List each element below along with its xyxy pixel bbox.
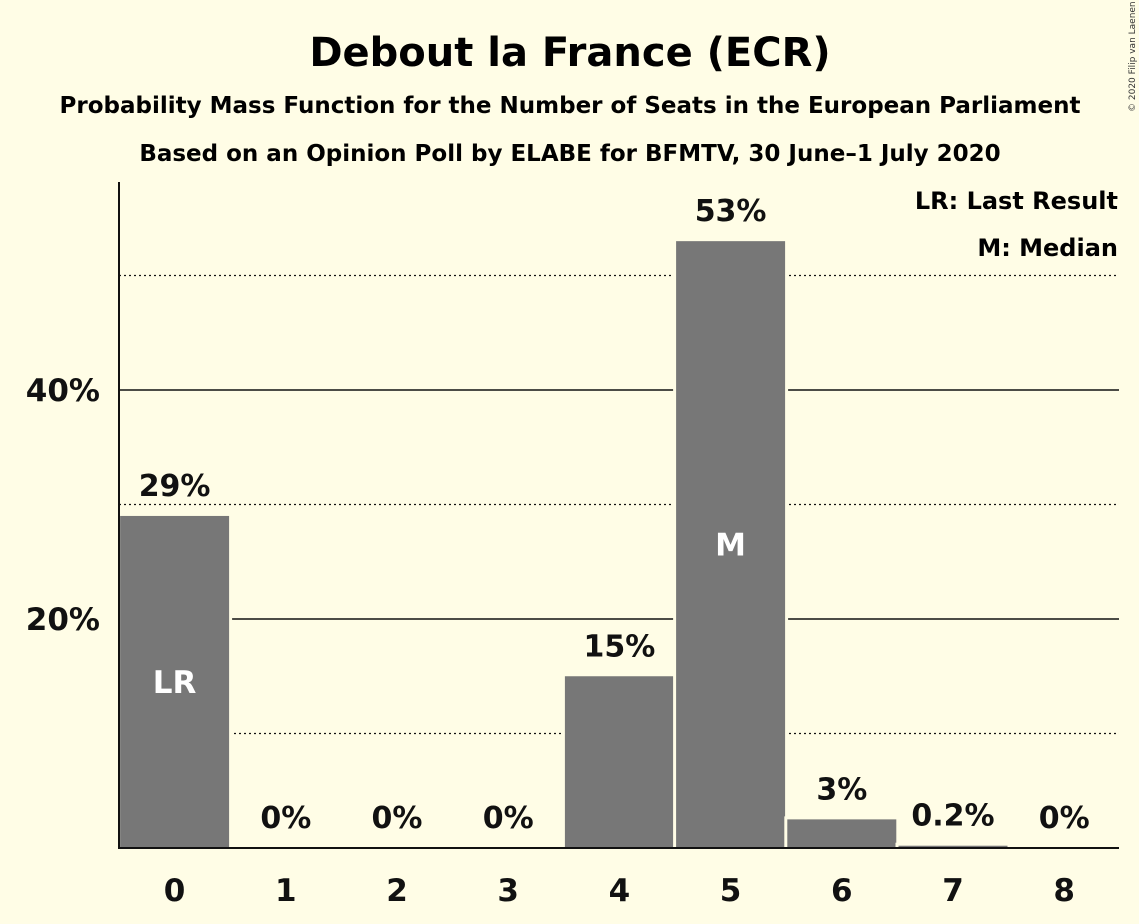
x-tick-label-1: 1 <box>275 873 297 909</box>
bar-marker-m: M <box>715 528 746 564</box>
data-label-2: 0% <box>372 801 423 836</box>
data-label-1: 0% <box>260 801 311 836</box>
y-tick-label: 40% <box>26 373 100 409</box>
data-label-6: 3% <box>816 772 867 807</box>
gridlines <box>119 274 1119 735</box>
copyright-notice: © 2020 Filip van Laenen <box>1128 1 1138 112</box>
x-tick-label-4: 4 <box>609 873 631 909</box>
bars <box>117 238 1011 848</box>
x-tick-label-7: 7 <box>942 873 964 909</box>
data-labels: 29% LR 0% 0% 0% 15% 53% M 3% 0.2% 0% <box>139 194 1090 836</box>
data-label-3: 0% <box>483 801 534 836</box>
x-tick-label-2: 2 <box>386 873 408 909</box>
y-tick-label: 20% <box>26 602 100 638</box>
data-label-7: 0.2% <box>911 799 994 834</box>
bar-7 <box>898 845 1008 848</box>
data-label-0: 29% <box>139 469 211 504</box>
x-tick-label-6: 6 <box>831 873 853 909</box>
bar-4 <box>564 676 674 848</box>
data-label-8: 0% <box>1039 801 1090 836</box>
bar-6 <box>787 819 897 848</box>
data-label-4: 15% <box>583 629 655 664</box>
x-tick-label-0: 0 <box>164 873 186 909</box>
x-axis-ticks: 0 1 2 3 4 5 6 7 8 <box>164 873 1075 909</box>
chart-title: Debout la France (ECR) <box>309 30 830 76</box>
chart-subtitle: Probability Mass Function for the Number… <box>60 93 1081 119</box>
legend-last-result: LR: Last Result <box>915 187 1118 215</box>
bar-halo <box>895 842 1011 848</box>
bar-0 <box>120 515 230 848</box>
x-tick-label-8: 8 <box>1053 873 1075 909</box>
bar-5 <box>676 241 786 848</box>
bar-marker-lr: LR <box>153 665 197 701</box>
legend-median: M: Median <box>977 234 1118 262</box>
y-axis-ticks: 20% 40% <box>26 373 100 638</box>
chart-subtitle-2: Based on an Opinion Poll by ELABE for BF… <box>139 141 1000 167</box>
x-tick-label-3: 3 <box>497 873 519 909</box>
x-tick-label-5: 5 <box>720 873 742 909</box>
data-label-5: 53% <box>695 194 767 229</box>
